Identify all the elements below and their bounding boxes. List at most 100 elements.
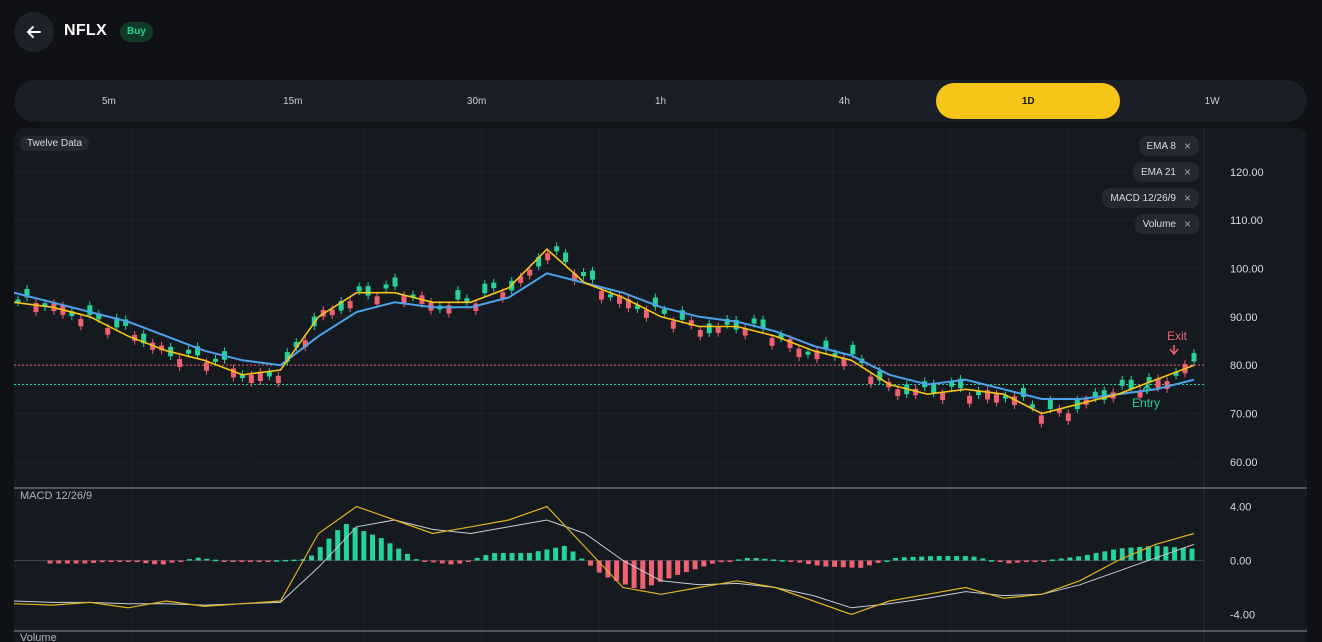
macd-histogram-bar: [736, 559, 742, 561]
candle-body: [679, 310, 685, 320]
macd-histogram-bar: [448, 560, 454, 565]
macd-histogram-bar: [718, 560, 724, 563]
candle-body: [293, 341, 299, 348]
macd-histogram-bar: [526, 552, 532, 561]
candle-body: [473, 303, 479, 312]
macd-histogram-bar: [143, 560, 149, 564]
macd-histogram-bar: [134, 560, 140, 563]
candle-body: [581, 271, 587, 277]
indicator-chip[interactable]: MACD 12/26/9 ×: [1102, 188, 1199, 208]
candle-body: [688, 320, 694, 326]
macd-histogram-bar: [186, 559, 192, 561]
macd-histogram-bar: [492, 553, 498, 561]
candle-body: [527, 269, 533, 276]
top-bar: NFLX Buy: [0, 0, 1322, 64]
macd-histogram-bar: [370, 534, 376, 561]
close-icon[interactable]: ×: [1183, 165, 1191, 179]
candle-body: [96, 313, 102, 320]
candle-body: [338, 300, 344, 311]
macd-histogram-bar: [152, 560, 158, 565]
timeframe-1d[interactable]: 1D: [936, 83, 1121, 119]
arrow-left-icon: [27, 26, 41, 38]
back-button[interactable]: [14, 12, 54, 52]
arrow-down-icon: [1169, 345, 1179, 356]
candle-body: [392, 277, 398, 287]
macd-histogram-bar: [465, 560, 471, 562]
candle-body: [177, 359, 183, 368]
timeframe-1h[interactable]: 1h: [654, 95, 667, 107]
macd-histogram-bar: [387, 543, 393, 561]
chart-panel[interactable]: 120.00 110.00 100.00 90.00 80.00 70.00 60.00 Ex…: [14, 128, 1307, 642]
macd-histogram-bar: [692, 560, 698, 570]
macd-histogram-bar: [544, 549, 550, 561]
timeframe-30m[interactable]: 30m: [466, 95, 487, 107]
macd-histogram-bar: [727, 560, 733, 562]
candle-body: [204, 362, 210, 371]
timeframe-1w[interactable]: 1W: [1204, 95, 1220, 107]
timeframe-4h[interactable]: 4h: [838, 95, 850, 107]
close-icon[interactable]: ×: [1183, 217, 1191, 231]
macd-histogram-bar: [535, 551, 541, 561]
macd-histogram-bar: [553, 547, 559, 561]
timeframe-5m[interactable]: 5m: [101, 95, 116, 107]
indicator-label: Volume: [1142, 218, 1176, 230]
candle-body: [724, 318, 730, 325]
macd-histogram-bar: [762, 558, 768, 561]
price-tick-label: 70.00: [1230, 409, 1258, 421]
price-chart[interactable]: 120.00 110.00 100.00 90.00 80.00 70.00 60.00 Ex…: [14, 128, 1307, 642]
macd-histogram-bar: [178, 560, 184, 562]
macd-histogram-bar: [631, 560, 637, 589]
indicator-chip[interactable]: Volume ×: [1134, 214, 1199, 234]
candle-body: [652, 297, 658, 307]
macd-histogram-bar: [1128, 547, 1134, 561]
macd-tick-label: 0.00: [1230, 556, 1251, 568]
candle-body: [742, 328, 748, 336]
candle-body: [1155, 378, 1161, 388]
macd-histogram-bar: [265, 560, 271, 562]
candle-body: [401, 294, 407, 304]
price-tick-label: 80.00: [1230, 360, 1258, 372]
candle-body: [356, 286, 362, 292]
candle-body: [706, 323, 712, 334]
macd-histogram-bar: [823, 560, 829, 567]
candle-body: [1065, 413, 1071, 421]
candle-body: [105, 328, 111, 335]
macd-histogram-bar: [779, 560, 785, 562]
macd-histogram-bar: [282, 559, 288, 562]
price-tick-label: 110.00: [1230, 215, 1263, 227]
macd-histogram-bar: [893, 558, 899, 561]
macd-histogram-bar: [230, 560, 236, 562]
close-icon[interactable]: ×: [1183, 191, 1191, 205]
indicator-label: EMA 8: [1146, 140, 1176, 152]
macd-histogram-bar: [91, 560, 97, 563]
macd-histogram-bar: [579, 558, 585, 561]
price-tick-label: 120.00: [1230, 167, 1264, 179]
candle-body: [33, 302, 39, 313]
candle-body: [607, 294, 613, 298]
candle-body: [796, 348, 802, 358]
macd-histogram-bar: [291, 559, 297, 562]
candle-body: [554, 246, 560, 252]
candle-body: [1029, 404, 1035, 408]
candle-body: [967, 395, 973, 404]
candle-body: [976, 390, 982, 396]
candle-body: [1137, 390, 1143, 398]
macd-histogram-bar: [570, 551, 576, 561]
candle-body: [823, 340, 829, 350]
candle-body: [545, 253, 551, 261]
close-icon[interactable]: ×: [1183, 139, 1191, 153]
candle-body: [383, 284, 389, 289]
macd-histogram-bar: [866, 560, 872, 566]
indicator-chip[interactable]: EMA 8 ×: [1138, 136, 1199, 156]
candle-body: [347, 301, 353, 309]
candle-body: [1119, 379, 1125, 386]
candle-body: [769, 337, 775, 346]
candle-body: [643, 309, 649, 318]
candle-body: [186, 349, 192, 354]
candle-body: [141, 333, 147, 344]
candle-body: [464, 298, 470, 303]
macd-histogram-bar: [1050, 559, 1056, 562]
macd-histogram-bar: [117, 560, 123, 562]
indicator-chip[interactable]: EMA 21 ×: [1132, 162, 1199, 182]
timeframe-15m[interactable]: 15m: [283, 95, 303, 107]
